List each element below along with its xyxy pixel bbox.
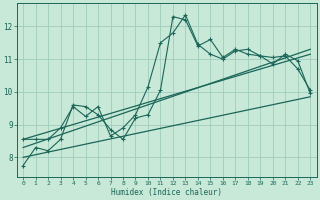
X-axis label: Humidex (Indice chaleur): Humidex (Indice chaleur) bbox=[111, 188, 222, 197]
